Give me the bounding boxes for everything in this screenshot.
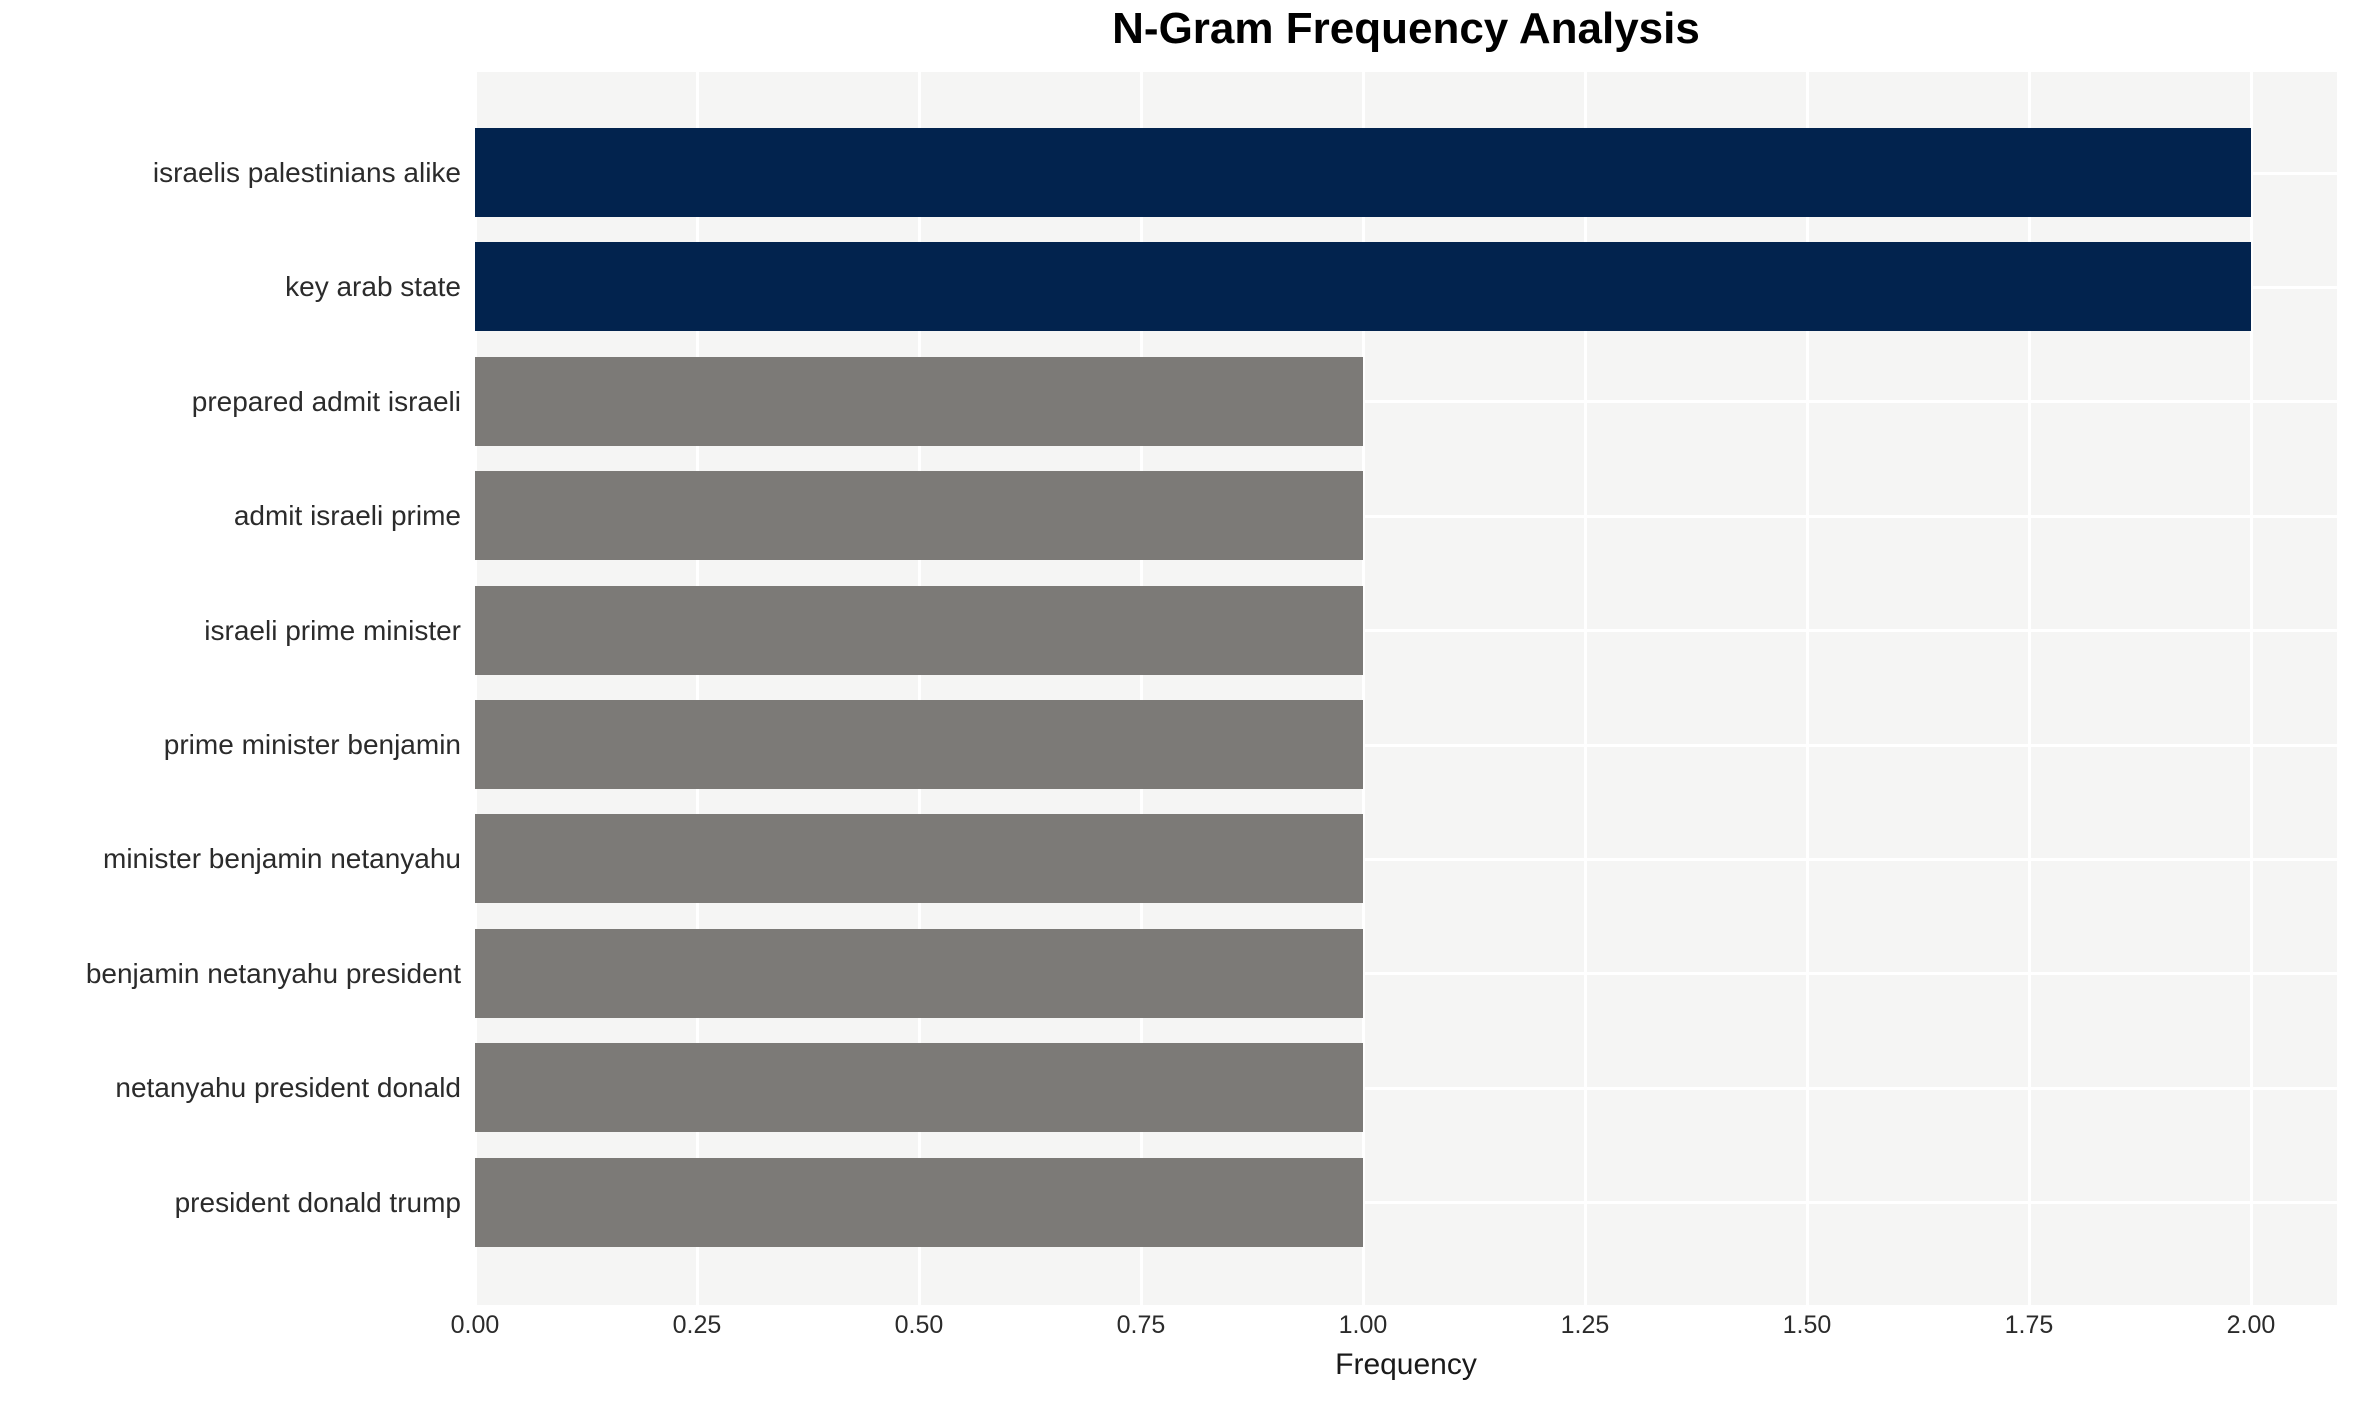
x-tick-label: 0.75: [1116, 1311, 1166, 1339]
x-tick-label: 1.25: [1560, 1311, 1610, 1339]
gridline-vertical: [918, 72, 921, 1305]
x-tick-label: 0.00: [450, 1311, 500, 1339]
bar: [475, 471, 1363, 560]
y-tick-label: prime minister benjamin: [163, 729, 461, 760]
gridline-vertical: [1806, 72, 1809, 1305]
x-tick-label: 1.50: [1782, 1311, 1832, 1339]
y-tick-label: president donald trump: [174, 1187, 461, 1218]
bar: [475, 128, 2251, 217]
gridline-horizontal: [475, 1087, 2337, 1090]
chart-title: N-Gram Frequency Analysis: [1112, 4, 1700, 53]
gridline-horizontal: [475, 400, 2337, 403]
gridline-horizontal: [475, 515, 2337, 518]
gridline-vertical: [1362, 72, 1365, 1305]
y-tick-label: admit israeli prime: [233, 500, 461, 531]
bar: [475, 586, 1363, 675]
gridline-horizontal: [475, 858, 2337, 861]
x-tick-label: 1.00: [1338, 1311, 1388, 1339]
gridline-vertical: [475, 72, 477, 1305]
y-tick-label: netanyahu president donald: [115, 1072, 461, 1103]
gridline-vertical: [1140, 72, 1143, 1305]
x-tick-label: 0.50: [894, 1311, 944, 1339]
x-tick-label: 1.75: [2004, 1311, 2054, 1339]
bar: [475, 929, 1363, 1018]
gridline-horizontal: [475, 972, 2337, 975]
bar: [475, 242, 2251, 331]
y-tick-label: prepared admit israeli: [191, 386, 461, 417]
gridline-vertical: [1584, 72, 1587, 1305]
bar: [475, 1158, 1363, 1247]
x-tick-label: 2.00: [2226, 1311, 2276, 1339]
y-tick-label: key arab state: [285, 271, 461, 302]
gridline-horizontal: [475, 744, 2337, 747]
bar: [475, 814, 1363, 903]
gridline-horizontal: [475, 1201, 2337, 1204]
bar: [475, 700, 1363, 789]
bar: [475, 1043, 1363, 1132]
plot-area: [475, 72, 2337, 1305]
gridline-vertical: [2028, 72, 2031, 1305]
x-axis-label: Frequency: [1335, 1348, 1477, 1381]
gridline-vertical: [696, 72, 699, 1305]
gridline-vertical: [2250, 72, 2253, 1305]
y-tick-label: israelis palestinians alike: [152, 157, 461, 188]
y-tick-label: minister benjamin netanyahu: [103, 843, 461, 874]
gridline-horizontal: [475, 629, 2337, 632]
bar: [475, 357, 1363, 446]
x-tick-label: 0.25: [672, 1311, 722, 1339]
y-tick-label: israeli prime minister: [204, 615, 461, 646]
y-tick-label: benjamin netanyahu president: [85, 958, 461, 989]
